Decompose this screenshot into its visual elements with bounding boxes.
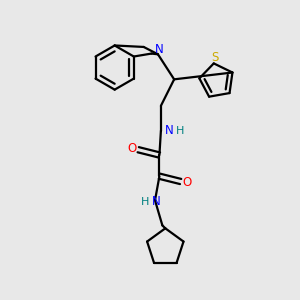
Text: O: O bbox=[127, 142, 136, 155]
Text: N: N bbox=[152, 195, 161, 208]
Text: H: H bbox=[140, 197, 149, 207]
Text: H: H bbox=[176, 126, 184, 136]
Text: N: N bbox=[155, 43, 164, 56]
Text: S: S bbox=[212, 51, 219, 64]
Text: N: N bbox=[165, 124, 173, 137]
Text: O: O bbox=[182, 176, 192, 190]
